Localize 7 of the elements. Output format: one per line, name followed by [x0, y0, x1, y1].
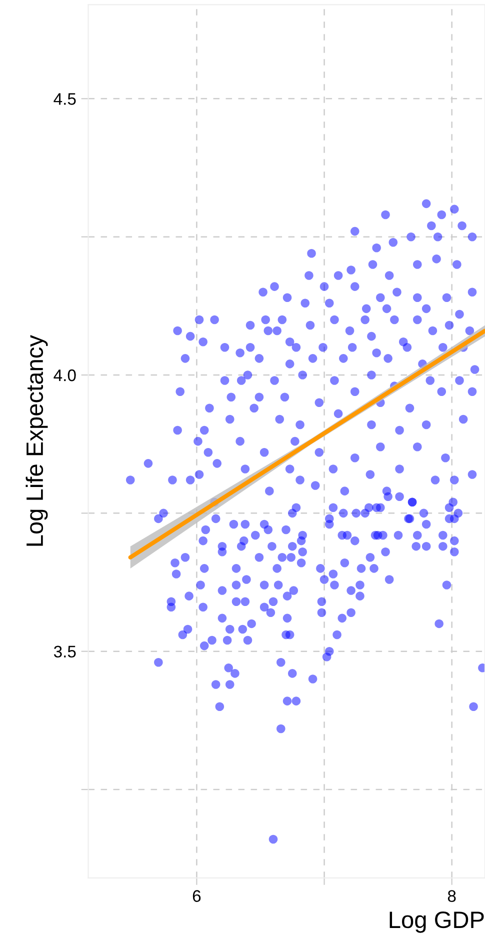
y-tick-label: 4.5 [54, 93, 76, 105]
x-axis-title: Log GDP [390, 911, 484, 933]
y-tick-label: 4.0 [54, 369, 76, 382]
y-axis-title: Log Life Expectancy [26, 335, 48, 546]
y-tick-label: 3.5 [54, 646, 76, 658]
x-tick-label: 6 [192, 890, 201, 902]
x-tick-label: 8 [448, 890, 456, 902]
